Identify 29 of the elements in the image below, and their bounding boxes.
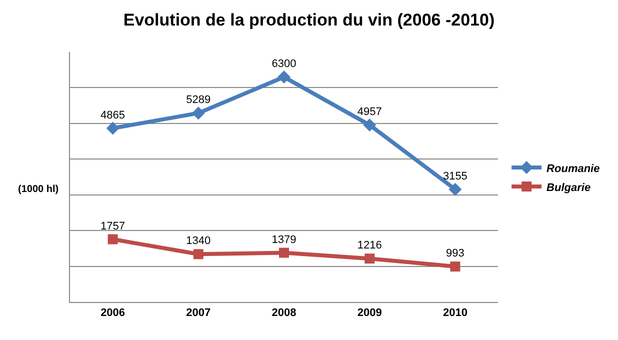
data-label: 1757 — [100, 220, 126, 232]
point — [363, 118, 376, 132]
x-tick-label: 2007 — [186, 307, 211, 320]
data-label: 4957 — [357, 106, 382, 118]
point — [279, 248, 289, 258]
data-label: 993 — [446, 248, 464, 260]
point — [278, 70, 290, 84]
point — [448, 182, 462, 196]
data-label: 5289 — [186, 94, 211, 106]
x-tick-label: 2009 — [357, 307, 382, 320]
data-label: 1216 — [357, 240, 382, 252]
y-axis-title: (1000 hl) — [18, 184, 59, 195]
legend-label: Roumanie — [546, 162, 600, 175]
data-label: 4865 — [100, 109, 126, 122]
point — [364, 254, 375, 264]
legend-label: Bulgarie — [546, 182, 591, 194]
x-tick-label: 2008 — [272, 307, 296, 320]
data-label: 1340 — [186, 235, 211, 248]
point — [108, 234, 118, 244]
point — [193, 249, 204, 260]
point — [450, 262, 460, 272]
data-label: 6300 — [272, 58, 296, 70]
point — [192, 106, 205, 120]
x-tick-label: 2006 — [100, 307, 126, 320]
data-label: 1379 — [272, 234, 296, 246]
point — [106, 122, 120, 135]
x-tick-label: 2010 — [442, 307, 468, 320]
data-label: 3155 — [442, 170, 468, 182]
chart-title: Evolution de la production du vin (2006 -2010) — [123, 10, 495, 30]
